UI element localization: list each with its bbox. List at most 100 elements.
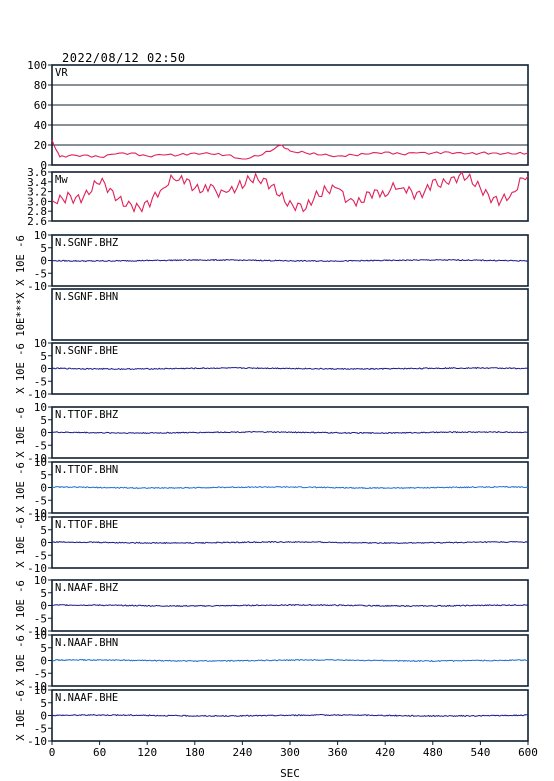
panel-label: N.SGNF.BHN <box>55 291 118 303</box>
y-tick-label: 3.4 <box>27 176 47 189</box>
x-tick-label: 300 <box>280 746 300 759</box>
y-tick-label: 5 <box>40 350 47 363</box>
x-tick-label: 0 <box>49 746 56 759</box>
panel-frame <box>51 171 529 222</box>
y-tick-label: -10 <box>27 625 47 638</box>
y-tick-label: -5 <box>34 612 47 625</box>
y-tick-label: 3.2 <box>27 186 47 199</box>
y-tick-label: 10 <box>34 684 47 697</box>
y-tick-label: -5 <box>34 375 47 388</box>
y-tick-label: -5 <box>34 667 47 680</box>
y-axis-label: X 10E -6 <box>15 635 27 686</box>
y-tick-label: -10 <box>27 280 47 293</box>
x-tick-label: 600 <box>518 746 538 759</box>
y-tick-label: 5 <box>40 469 47 482</box>
y-tick-label: -10 <box>27 507 47 520</box>
panel-vr: VR 100 80 60 40 20 0 <box>27 59 529 172</box>
y-tick-label: 0 <box>40 482 47 495</box>
y-tick-label: -5 <box>34 439 47 452</box>
panel-label: N.TTOF.BHZ <box>55 409 118 421</box>
y-tick-label: -5 <box>34 267 47 280</box>
x-tick-label: 60 <box>93 746 106 759</box>
waveform-trace <box>51 485 529 490</box>
y-tick-label: 5 <box>40 242 47 255</box>
y-tick-label: 0 <box>40 537 47 550</box>
waveform-trace <box>51 713 528 718</box>
y-axis-label: X 10E -6 <box>15 690 27 741</box>
y-axis-label: X 10E -6 <box>15 580 27 631</box>
waveform-trace <box>51 258 529 263</box>
y-axis-label: X 10E -6 <box>15 517 27 568</box>
x-axis-label: SEC <box>280 767 300 780</box>
y-tick-label: -10 <box>27 562 47 575</box>
y-tick-label: 10 <box>34 337 47 350</box>
x-tick-label: 480 <box>423 746 443 759</box>
y-tick-label: 10 <box>34 229 47 242</box>
y-tick-label: 20 <box>34 139 47 152</box>
panel-mw: Mw 3.63.43.23.02.82.6 <box>27 166 529 228</box>
y-axis-label: X 10E -6 <box>15 343 27 394</box>
y-tick-label: 10 <box>34 511 47 524</box>
panel-frame <box>51 64 529 166</box>
panel-label: N.NAAF.BHN <box>55 637 118 649</box>
y-tick-label: 0 <box>40 159 47 172</box>
panel-label: N.NAAF.BHZ <box>55 582 118 594</box>
y-tick-label: -5 <box>34 549 47 562</box>
y-tick-label: 3.6 <box>27 166 47 179</box>
x-tick-label: 120 <box>137 746 157 759</box>
panel-label: N.SGNF.BHE <box>55 345 118 357</box>
panel-label: N.NAAF.BHE <box>55 692 118 704</box>
y-tick-label: 0 <box>40 710 47 723</box>
y-tick-label: 40 <box>34 119 47 132</box>
panel-label: Mw <box>55 174 68 186</box>
y-axis-label: 10E***X <box>15 292 27 337</box>
y-tick-label: -5 <box>34 722 47 735</box>
figure-title: 2022/08/12 02:50 <box>62 51 186 65</box>
waveform-trace <box>51 603 529 608</box>
panel-label: N.TTOF.BHE <box>55 519 118 531</box>
y-tick-label: 60 <box>34 99 47 112</box>
x-tick-label: 180 <box>185 746 205 759</box>
y-tick-label: 0 <box>40 600 47 613</box>
panels: VR100806040200Mw3.63.43.23.02.82.6N.SGNF… <box>15 59 529 748</box>
y-tick-label: 3.0 <box>27 195 47 208</box>
y-tick-label: 5 <box>40 587 47 600</box>
panel-n-sgnf-bhn: N.SGNF.BHN 10E***X <box>15 288 529 341</box>
y-tick-label: 5 <box>40 642 47 655</box>
waveform-trace <box>51 366 529 371</box>
y-tick-label: 100 <box>27 59 47 72</box>
y-tick-label: 2.6 <box>27 215 47 228</box>
y-tick-label: 2.8 <box>27 205 47 218</box>
y-tick-label: 0 <box>40 427 47 440</box>
x-tick-label: 240 <box>232 746 252 759</box>
y-axis-label: X 10E -6 <box>15 462 27 513</box>
x-axis: 0 60 120 180 240 300 360 420 480 540 600 <box>49 741 538 759</box>
series-line <box>51 170 529 214</box>
y-tick-label: 10 <box>34 629 47 642</box>
y-tick-label: 10 <box>34 456 47 469</box>
panel-label: N.TTOF.BHN <box>55 464 118 476</box>
y-tick-label: -10 <box>27 735 47 748</box>
y-axis-label: X 10E -6 <box>15 235 27 286</box>
y-tick-label: 10 <box>34 574 47 587</box>
y-tick-label: -10 <box>27 680 47 693</box>
x-tick-label: 540 <box>470 746 490 759</box>
waveform-trace <box>51 430 529 435</box>
panel-label: N.SGNF.BHZ <box>55 237 118 249</box>
series-line <box>51 139 529 160</box>
waveform-trace <box>51 658 529 663</box>
y-tick-label: 80 <box>34 79 47 92</box>
panel-frame <box>51 288 529 341</box>
y-tick-label: 10 <box>34 401 47 414</box>
y-tick-label: 5 <box>40 697 47 710</box>
y-tick-label: 5 <box>40 524 47 537</box>
